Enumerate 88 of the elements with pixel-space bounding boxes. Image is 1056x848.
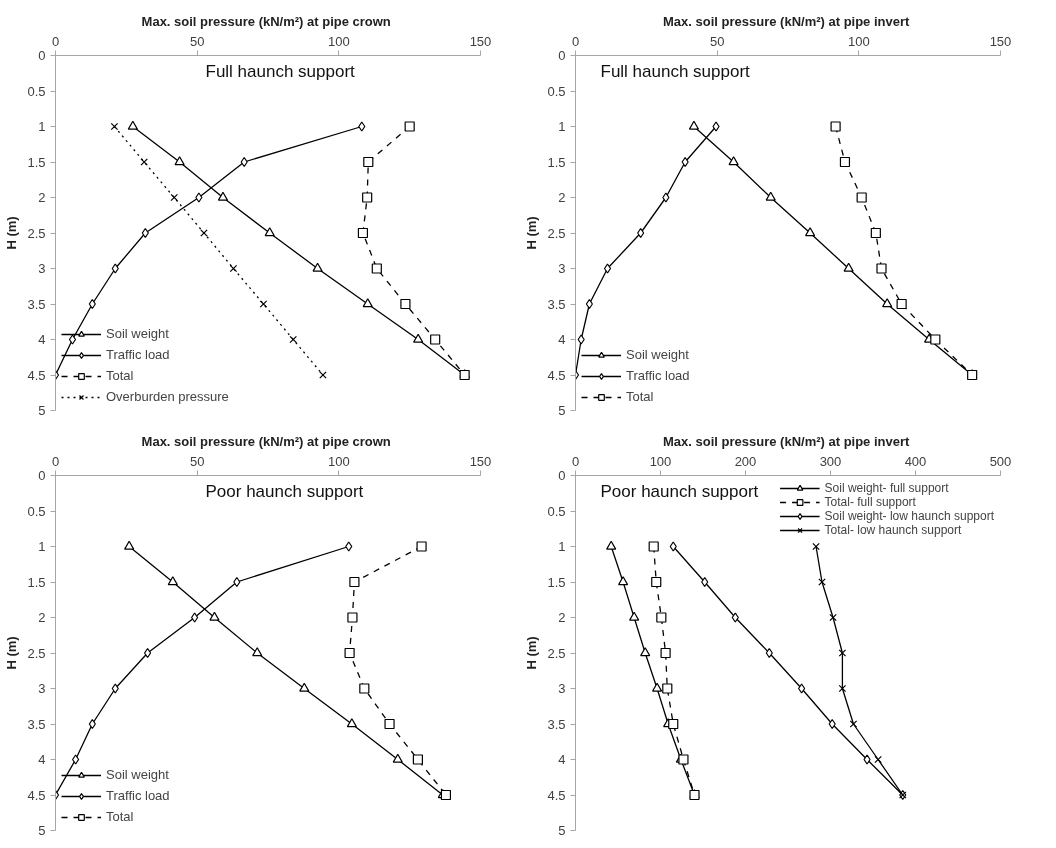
y-tick-label: 4 <box>558 332 566 347</box>
y-tick-label: 0.5 <box>547 503 566 519</box>
y-tick-label: 4 <box>558 752 566 767</box>
legend-label: Total <box>626 389 654 404</box>
legend-label: Total <box>106 368 134 383</box>
y-tick-label: 1.5 <box>27 154 46 170</box>
y-tick-label: 0.5 <box>27 83 46 99</box>
y-tick-label: 2.5 <box>547 645 566 661</box>
x-tick-label: 0 <box>51 453 60 469</box>
chart-title: Poor haunch support <box>205 481 364 501</box>
legend-label: Traffic load <box>626 368 690 383</box>
y-tick-label: 2 <box>558 610 566 625</box>
legend-label: Total- full support <box>824 495 916 509</box>
x-tick-label: 300 <box>819 453 842 469</box>
y-tick-label: 1 <box>558 539 566 554</box>
y-tick-label: 0 <box>38 468 46 483</box>
y-tick-label: 4.5 <box>547 787 566 803</box>
legend-label: Soil weight- full support <box>824 481 949 495</box>
legend-label: Traffic load <box>106 788 170 803</box>
y-tick-label: 1 <box>558 119 566 134</box>
y-tick-label: 4.5 <box>27 787 46 803</box>
y-axis-title: H (m) <box>524 216 540 250</box>
x-tick-label: 100 <box>847 33 870 49</box>
x-tick-label: 50 <box>189 453 205 469</box>
y-tick-label: 0.5 <box>547 83 566 99</box>
y-tick-label: 1.5 <box>27 574 46 590</box>
y-tick-label: 0.5 <box>27 503 46 519</box>
y-tick-label: 5 <box>558 403 566 418</box>
y-tick-label: 0 <box>558 48 566 63</box>
y-tick-label: 3 <box>558 681 566 696</box>
x-tick-label: 0 <box>51 33 60 49</box>
y-axis-title: H (m) <box>4 216 20 250</box>
y-tick-label: 1.5 <box>547 574 566 590</box>
y-tick-label: 2.5 <box>547 225 566 241</box>
y-tick-label: 2.5 <box>27 225 46 241</box>
x-tick-label: 50 <box>709 33 725 49</box>
x-tick-label: 0 <box>571 33 580 49</box>
x-tick-label: 200 <box>734 453 757 469</box>
legend-label: Overburden pressure <box>106 389 229 404</box>
legend-label: Soil weight- low haunch support <box>824 509 994 523</box>
y-tick-label: 3 <box>38 261 46 276</box>
x-tick-label: 500 <box>989 453 1012 469</box>
y-axis-title: H (m) <box>4 636 20 670</box>
x-tick-label: 150 <box>989 33 1012 49</box>
y-tick-label: 3.5 <box>547 296 566 312</box>
x-axis-title: Max. soil pressure (kN/m²) at pipe invert <box>663 433 911 449</box>
x-tick-label: 150 <box>469 33 492 49</box>
y-tick-label: 1 <box>38 119 46 134</box>
y-tick-label: 3 <box>38 681 46 696</box>
legend-label: Traffic load <box>106 347 170 362</box>
y-tick-label: 4 <box>38 752 46 767</box>
y-tick-label: 4.5 <box>27 367 46 383</box>
legend-label: Soil weight <box>106 326 169 341</box>
y-tick-label: 5 <box>558 823 566 838</box>
y-tick-label: 4 <box>38 332 46 347</box>
y-tick-label: 0 <box>38 48 46 63</box>
y-tick-label: 3.5 <box>547 716 566 732</box>
legend-label: Soil weight <box>626 347 689 362</box>
x-tick-label: 100 <box>327 33 350 49</box>
y-tick-label: 2.5 <box>27 645 46 661</box>
chart-title: Full haunch support <box>600 61 751 81</box>
y-tick-label: 2 <box>38 610 46 625</box>
legend-label: Total <box>106 809 134 824</box>
legend-label: Soil weight <box>106 767 169 782</box>
x-tick-label: 50 <box>189 33 205 49</box>
legend-label: Total- low haunch support <box>824 523 962 537</box>
x-tick-label: 100 <box>649 453 672 469</box>
chart-title: Poor haunch support <box>600 481 759 501</box>
x-tick-label: 0 <box>571 453 580 469</box>
y-tick-label: 4.5 <box>547 367 566 383</box>
y-tick-label: 5 <box>38 823 46 838</box>
y-tick-label: 3.5 <box>27 716 46 732</box>
y-tick-label: 2 <box>38 190 46 205</box>
y-tick-label: 1.5 <box>547 154 566 170</box>
y-tick-label: 3.5 <box>27 296 46 312</box>
y-tick-label: 5 <box>38 403 46 418</box>
y-tick-label: 0 <box>558 468 566 483</box>
x-tick-label: 150 <box>469 453 492 469</box>
x-tick-label: 100 <box>327 453 350 469</box>
x-tick-label: 400 <box>904 453 927 469</box>
y-tick-label: 1 <box>38 539 46 554</box>
y-axis-title: H (m) <box>524 636 540 670</box>
chart-title: Full haunch support <box>205 61 356 81</box>
x-axis-title: Max. soil pressure (kN/m²) at pipe invert <box>663 13 911 29</box>
x-axis-title: Max. soil pressure (kN/m²) at pipe crown <box>141 433 391 449</box>
y-tick-label: 3 <box>558 261 566 276</box>
y-tick-label: 2 <box>558 190 566 205</box>
x-axis-title: Max. soil pressure (kN/m²) at pipe crown <box>141 13 391 29</box>
